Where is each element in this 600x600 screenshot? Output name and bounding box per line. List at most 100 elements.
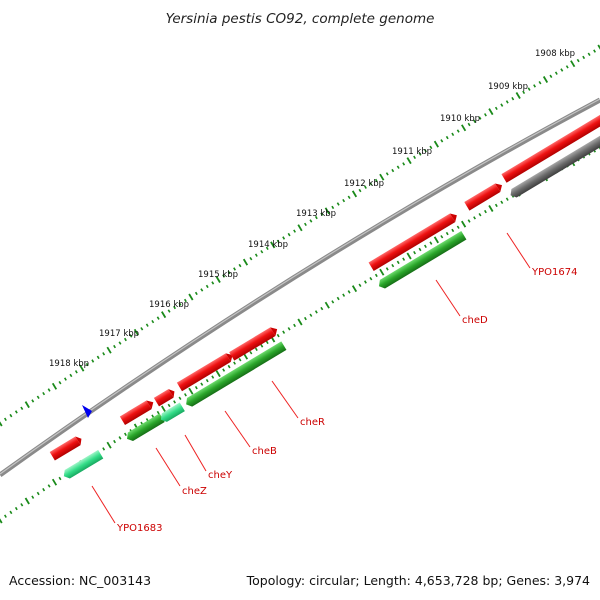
forward-feature[interactable] bbox=[368, 211, 460, 272]
outer-ruler-minor-tick bbox=[533, 84, 536, 88]
outer-ruler-minor-tick bbox=[494, 106, 498, 111]
gene-feature-cheD[interactable] bbox=[376, 230, 467, 291]
gene-feature-cheZ[interactable] bbox=[124, 413, 165, 443]
inner-ruler-minor-tick bbox=[238, 357, 242, 362]
outer-ruler-major-tick bbox=[24, 401, 30, 409]
outer-ruler-minor-tick bbox=[342, 198, 346, 203]
outer-ruler-minor-tick bbox=[129, 334, 133, 338]
inner-ruler-minor-tick bbox=[249, 351, 253, 355]
outer-ruler-minor-tick bbox=[467, 122, 471, 127]
inner-ruler-minor-tick bbox=[309, 313, 313, 317]
gene-label-YPO1674[interactable]: YPO1674 bbox=[531, 267, 577, 278]
gene-feature-cheY[interactable] bbox=[158, 402, 185, 424]
inner-ruler-major-tick bbox=[188, 387, 194, 395]
outer-ruler-major-tick bbox=[297, 224, 303, 232]
outer-ruler-major-tick bbox=[270, 241, 276, 249]
outer-ruler-major-tick bbox=[51, 382, 58, 390]
ruler-label: 1918 kbp bbox=[49, 359, 89, 369]
gene-feature-cheR[interactable] bbox=[184, 341, 287, 408]
gene-label-cheB[interactable]: cheB bbox=[252, 446, 277, 457]
gene-feature-YPO1683[interactable] bbox=[61, 449, 104, 481]
forward-feature[interactable] bbox=[229, 325, 280, 361]
inner-ruler-major-tick bbox=[379, 268, 385, 276]
inner-ruler-minor-tick bbox=[151, 414, 155, 418]
outer-ruler-major-tick bbox=[597, 44, 600, 50]
inner-ruler-major-tick bbox=[406, 252, 412, 260]
gene-label-YPO1683[interactable]: YPO1683 bbox=[116, 523, 162, 534]
outer-ruler-major-tick bbox=[433, 140, 439, 148]
outer-ruler-minor-tick bbox=[238, 263, 242, 268]
inner-ruler-minor-tick bbox=[254, 347, 258, 351]
inner-ruler-minor-tick bbox=[276, 333, 280, 338]
outer-ruler-minor-tick bbox=[593, 49, 596, 53]
gene-label-cheY[interactable]: cheY bbox=[208, 470, 233, 481]
inner-ruler-minor-tick bbox=[282, 330, 286, 334]
inner-ruler-major-tick bbox=[351, 285, 358, 293]
ruler-label: 1911 kbp bbox=[392, 147, 432, 157]
forward-feature[interactable] bbox=[464, 181, 504, 211]
outer-ruler-minor-tick bbox=[211, 281, 215, 285]
outer-ruler-minor-tick bbox=[233, 267, 236, 271]
outer-ruler-minor-tick bbox=[293, 229, 296, 233]
forward-feature[interactable] bbox=[153, 387, 177, 407]
inner-ruler-minor-tick bbox=[418, 247, 422, 252]
gene-feature-YPO1674[interactable] bbox=[508, 132, 600, 200]
inner-ruler-minor-tick bbox=[413, 251, 416, 255]
position-marker-icon[interactable] bbox=[82, 405, 92, 418]
outer-ruler-minor-tick bbox=[113, 344, 116, 349]
leader-cheZ bbox=[155, 447, 181, 487]
inner-ruler-minor-tick bbox=[31, 495, 35, 499]
inner-ruler-minor-tick bbox=[358, 283, 362, 288]
inner-ruler-minor-tick bbox=[424, 244, 427, 248]
outer-ruler-minor-tick bbox=[140, 327, 144, 331]
gene-label-cheZ[interactable]: cheZ bbox=[182, 486, 207, 497]
ruler-label: 1917 kbp bbox=[99, 329, 139, 339]
inner-ruler-major-tick bbox=[51, 478, 58, 486]
ruler-label: 1915 kbp bbox=[198, 270, 238, 280]
outer-ruler-minor-tick bbox=[549, 74, 553, 79]
outer-ruler-minor-tick bbox=[96, 355, 100, 360]
leader-cheB bbox=[224, 410, 251, 448]
outer-ruler-minor-tick bbox=[276, 239, 280, 244]
outer-ruler-minor-tick bbox=[402, 162, 406, 166]
forward-feature[interactable] bbox=[119, 398, 156, 426]
gene-label-cheD[interactable]: cheD bbox=[462, 315, 488, 326]
outer-ruler-minor-tick bbox=[582, 55, 586, 60]
inner-ruler-major-tick bbox=[324, 301, 330, 309]
outer-ruler-minor-tick bbox=[91, 359, 95, 363]
inner-ruler-minor-tick bbox=[205, 378, 209, 383]
gene-labels: YPO1674 cheD cheR cheB cheY cheZ YPO1683 bbox=[116, 267, 577, 534]
outer-ruler-major-tick bbox=[161, 311, 167, 319]
forward-feature[interactable] bbox=[49, 434, 84, 461]
outer-ruler-minor-tick bbox=[227, 270, 231, 275]
inner-ruler-minor-tick bbox=[167, 403, 171, 408]
outer-ruler-minor-tick bbox=[265, 246, 269, 250]
forward-feature[interactable] bbox=[176, 351, 235, 392]
outer-ruler-minor-tick bbox=[511, 97, 515, 101]
outer-ruler-minor-tick bbox=[413, 155, 416, 159]
outer-ruler-major-tick bbox=[106, 346, 112, 354]
leader-YPO1674 bbox=[506, 232, 531, 269]
outer-ruler-minor-tick bbox=[554, 71, 558, 75]
inner-ruler-minor-tick bbox=[20, 503, 24, 507]
inner-ruler-minor-tick bbox=[494, 203, 498, 208]
outer-ruler-minor-tick bbox=[445, 135, 449, 140]
inner-ruler-minor-tick bbox=[265, 340, 269, 345]
inner-ruler-minor-tick bbox=[156, 410, 160, 415]
forward-feature[interactable] bbox=[501, 107, 600, 183]
outer-ruler-major-tick bbox=[406, 157, 412, 165]
outer-ruler-minor-tick bbox=[205, 284, 209, 289]
outer-ruler-minor-tick bbox=[222, 274, 226, 278]
ruler-label: 1909 kbp bbox=[488, 82, 528, 92]
leader-cheY bbox=[184, 434, 207, 472]
outer-ruler-minor-tick bbox=[282, 236, 286, 240]
inner-ruler-major-tick bbox=[433, 236, 439, 244]
outer-ruler-major-tick bbox=[488, 108, 494, 116]
inner-ruler-minor-tick bbox=[42, 488, 46, 492]
outer-ruler-minor-tick bbox=[47, 388, 51, 392]
gene-label-cheR[interactable]: cheR bbox=[300, 417, 325, 428]
inner-ruler-major-tick bbox=[24, 497, 30, 505]
inner-ruler-minor-tick bbox=[391, 263, 395, 268]
outer-ruler-minor-tick bbox=[304, 222, 307, 227]
